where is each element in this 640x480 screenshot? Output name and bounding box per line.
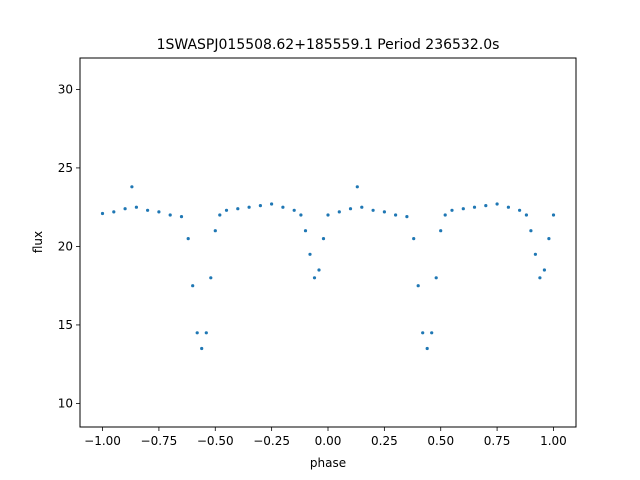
data-point: [326, 213, 330, 217]
data-point: [443, 213, 447, 217]
plot-area: [79, 57, 577, 428]
data-point: [405, 215, 409, 219]
data-point: [412, 237, 416, 241]
data-point: [416, 284, 420, 288]
x-tick-label: 0.75: [484, 434, 511, 448]
data-point: [130, 185, 134, 189]
data-point: [425, 346, 429, 351]
data-point: [247, 205, 251, 209]
y-axis-label: flux: [31, 231, 45, 253]
data-point: [355, 185, 359, 189]
x-tick-label: −0.75: [141, 434, 178, 448]
x-tick-label: 0.25: [371, 434, 398, 448]
data-point: [461, 207, 465, 211]
x-axis-label: phase: [310, 456, 346, 470]
data-point: [439, 229, 443, 233]
data-point: [524, 213, 529, 217]
data-point: [337, 210, 341, 214]
data-point: [134, 205, 138, 209]
data-point: [168, 213, 172, 217]
data-point: [270, 202, 274, 206]
data-point: [281, 205, 285, 209]
data-point: [312, 276, 317, 280]
data-point: [123, 207, 127, 211]
data-point: [472, 205, 477, 209]
data-point: [518, 208, 522, 212]
data-point: [382, 210, 386, 214]
data-point: [308, 252, 312, 256]
data-point: [317, 268, 321, 272]
data-point: [371, 208, 375, 212]
data-point: [484, 204, 488, 208]
x-axis: −1.00 −0.75 −0.50 −0.25 0.00 0.25 0.50 0.75 1.00: [84, 427, 567, 448]
data-point: [100, 211, 105, 216]
data-point: [303, 229, 308, 233]
x-tick-label: −0.25: [253, 434, 290, 448]
data-point: [394, 213, 398, 217]
data-point: [292, 208, 296, 212]
x-tick-label: −1.00: [84, 434, 121, 448]
data-point: [195, 331, 199, 335]
data-point: [533, 252, 538, 256]
data-point: [236, 207, 240, 211]
data-point: [495, 202, 499, 206]
data-point: [430, 331, 434, 335]
data-point: [551, 213, 556, 217]
data-point: [218, 213, 222, 217]
data-point: [421, 331, 425, 335]
data-point: [450, 208, 454, 212]
data-point: [204, 331, 208, 335]
y-tick-label: 30: [58, 82, 73, 96]
y-tick-label: 10: [58, 396, 73, 410]
data-point: [299, 213, 303, 217]
data-point: [529, 229, 533, 233]
data-point: [191, 284, 195, 288]
y-tick-label: 15: [58, 318, 73, 332]
data-point: [542, 268, 547, 272]
data-point: [157, 210, 161, 214]
data-point: [213, 229, 217, 233]
data-point: [360, 205, 364, 209]
data-point: [547, 237, 551, 241]
data-point: [321, 237, 326, 241]
data-point: [200, 346, 204, 351]
data-point: [258, 204, 262, 208]
data-point: [179, 215, 184, 219]
x-tick-label: 1.00: [540, 434, 567, 448]
y-tick-label: 25: [58, 161, 73, 175]
data-point: [348, 207, 353, 211]
data-point: [112, 210, 116, 214]
x-tick-label: −0.50: [197, 434, 234, 448]
x-tick-label: 0.50: [427, 434, 454, 448]
chart-title: 1SWASPJ015508.62+185559.1 Period 236532.…: [157, 37, 500, 53]
data-point: [146, 208, 150, 212]
y-axis: 10 15 20 25 30: [58, 82, 80, 410]
data-point: [506, 205, 510, 209]
data-points: [100, 185, 556, 351]
y-tick-label: 20: [58, 239, 73, 253]
data-point: [434, 276, 438, 280]
x-tick-label: 0.00: [315, 434, 342, 448]
data-point: [538, 276, 542, 280]
data-point: [186, 237, 190, 241]
data-point: [209, 276, 213, 280]
data-point: [224, 208, 229, 212]
